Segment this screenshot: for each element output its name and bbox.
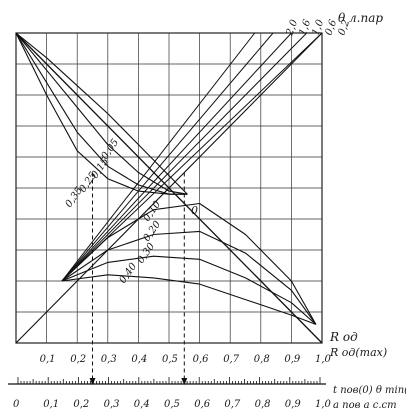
scale-tick-labels: 0 0,1 0,2 0,3 0,4 0,5 0,6 0,7 0,8 0,9 1,0 — [13, 399, 332, 410]
scale-tick-label: 0,5 — [164, 399, 180, 410]
bottom-tick-label: 0,8 — [254, 354, 270, 365]
scale-tick-label: 0,8 — [255, 399, 271, 410]
top-tick-label: 1,6 — [297, 18, 313, 37]
top-axis-label: θ л.пар — [338, 11, 383, 25]
bottom-tick-label: 0,3 — [101, 354, 117, 365]
grid — [15, 32, 323, 344]
guide-arrow — [89, 378, 96, 385]
bottom-tick-label: 0,7 — [223, 354, 240, 365]
fan-line — [61, 32, 308, 282]
fan-line — [61, 32, 256, 282]
fan-line — [61, 32, 274, 282]
scale-label-bottom: a пов a с.ст — [333, 400, 397, 411]
lower-curve — [61, 230, 317, 325]
right-axis-label-rodmax: R од(max) — [329, 346, 387, 359]
scale-label-top: t пов(0) θ min(θ) — [333, 385, 406, 396]
fan-line — [61, 32, 292, 282]
scale-tick-label: 0,3 — [104, 399, 120, 410]
bottom-tick-label: 0,2 — [70, 354, 86, 365]
bottom-tick-label: 0,6 — [193, 354, 210, 365]
scale-tick-label: 0,7 — [224, 399, 241, 410]
diagonal-ascending — [15, 32, 323, 344]
upper-curve — [15, 32, 188, 195]
top-tick-label: 2,0 — [284, 18, 300, 38]
curve-label-lower: 0,40 — [117, 261, 139, 286]
scale-tick-label: 0,4 — [134, 399, 150, 410]
scale-tick-label: 0,9 — [285, 399, 302, 410]
upper-curve — [15, 32, 188, 195]
scale-tick-label: 0 — [13, 399, 20, 410]
bottom-tick-label: 0,9 — [284, 354, 301, 365]
top-tick-label: 0,2 — [336, 18, 352, 37]
bottom-tick-label: 0,1 — [40, 354, 56, 365]
curve-label-lower: 0,20 — [141, 219, 163, 244]
bottom-tick-label: 1,0 — [315, 354, 332, 365]
scale-tick-label: 1,0 — [315, 399, 332, 410]
bottom-tick-label: 0,4 — [131, 354, 147, 365]
bottom-scale — [8, 377, 326, 385]
curves — [15, 32, 317, 325]
top-tick-labels: 2,01,61,00,60,2 — [284, 18, 352, 38]
scale-tick-label: 0,2 — [73, 399, 89, 410]
top-tick-label: 0,6 — [323, 18, 339, 37]
bottom-tick-label: 0,5 — [162, 354, 178, 365]
lower-curve — [61, 202, 317, 325]
lower-curve — [61, 255, 317, 325]
scale-tick-label: 0,6 — [194, 399, 211, 410]
curve-label-lower: 0,30 — [135, 241, 157, 266]
top-tick-label: 1,0 — [310, 18, 326, 37]
scale-tick-label: 0,1 — [43, 399, 59, 410]
center-label: 0 — [191, 204, 198, 217]
bottom-tick-labels: 0,1 0,2 0,3 0,4 0,5 0,6 0,7 0,8 0,9 1,0 — [40, 354, 332, 365]
upper-curve — [15, 32, 188, 195]
right-axis-label-rod: R од — [329, 330, 358, 344]
lower-curve — [61, 274, 317, 325]
